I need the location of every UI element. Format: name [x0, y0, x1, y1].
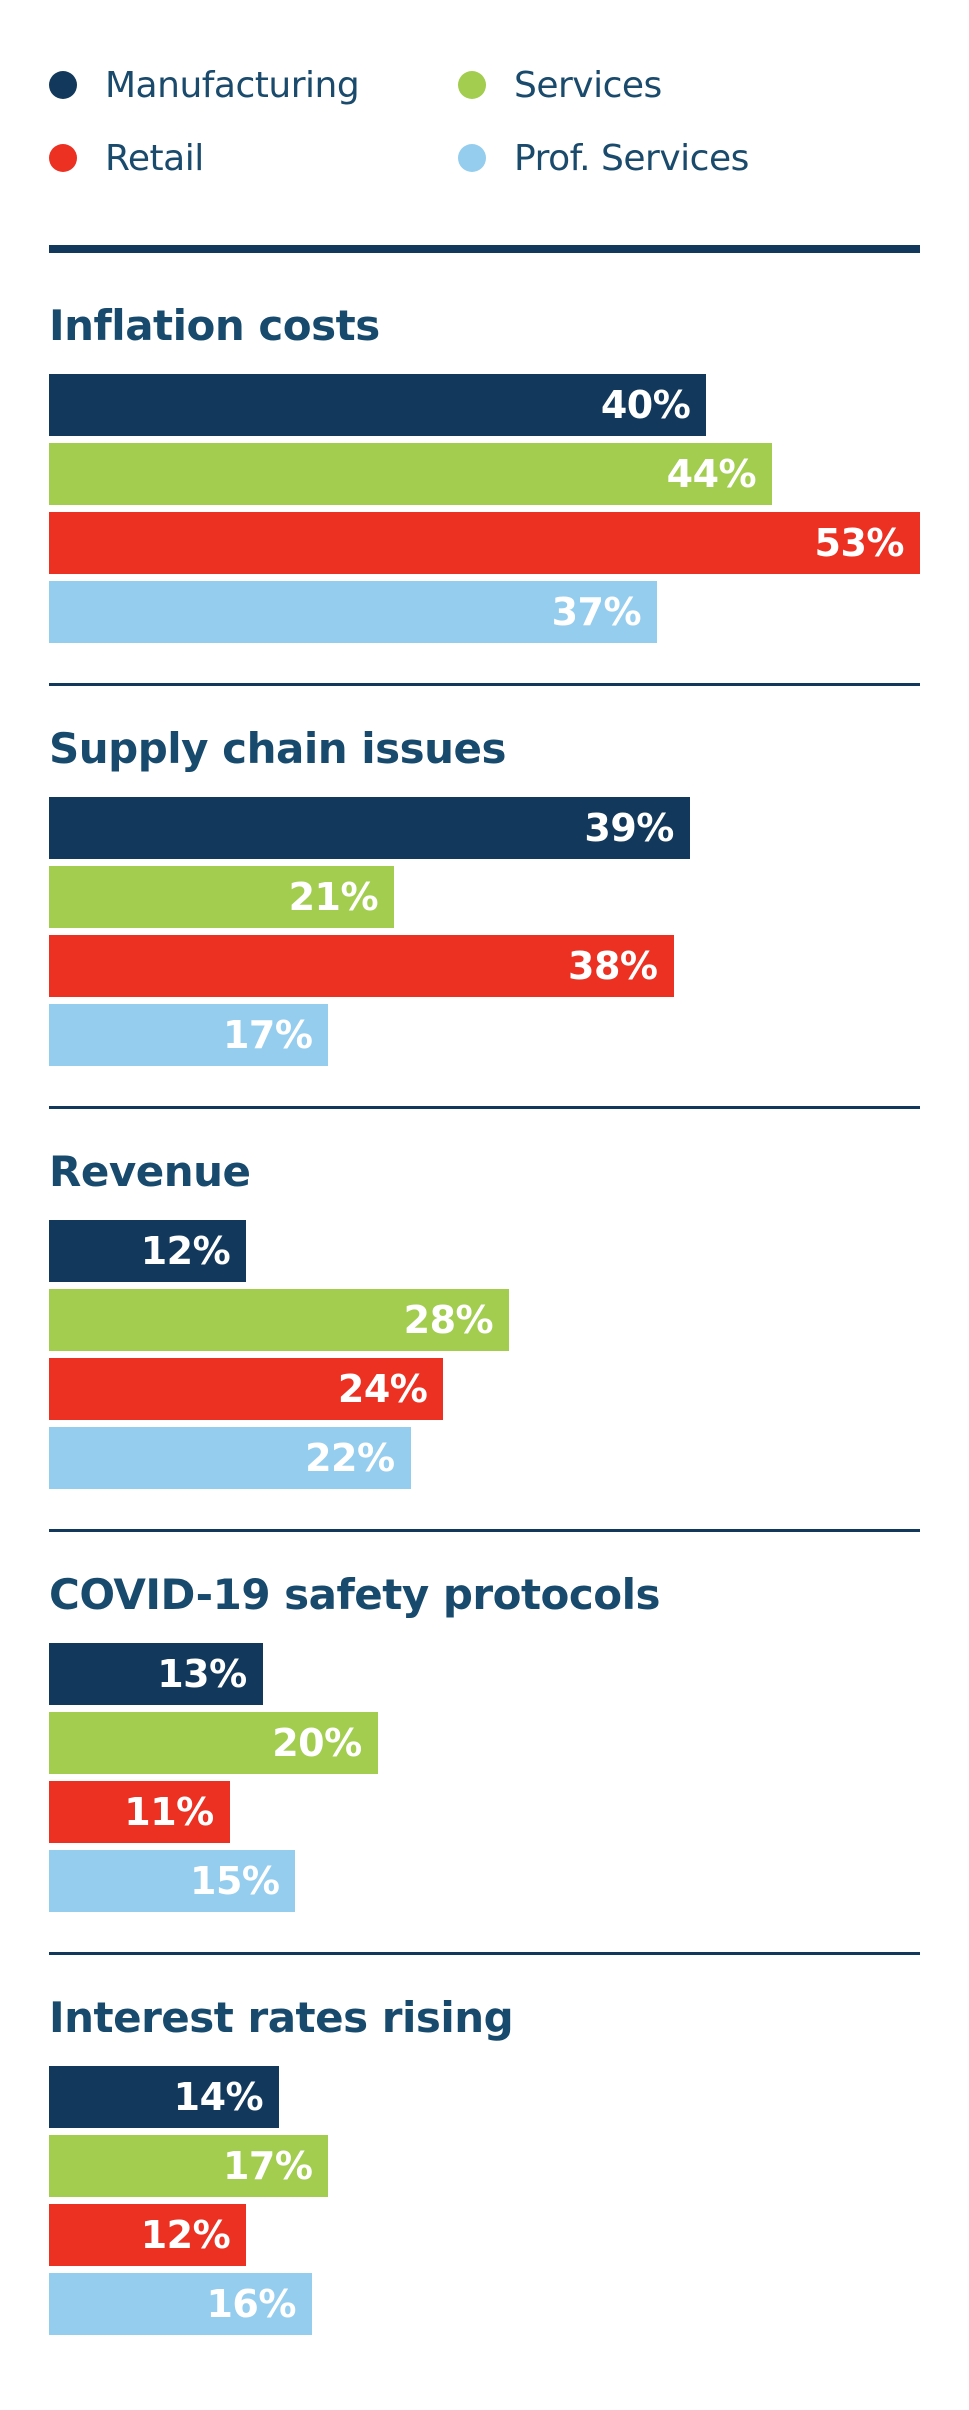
bar-prof-services: 15% — [49, 1850, 296, 1912]
bar-value-label: 39% — [584, 806, 674, 850]
section-title: Inflation costs — [49, 301, 380, 350]
bar-row: 17% — [49, 2135, 920, 2197]
bar-retail: 53% — [49, 512, 920, 574]
legend-divider — [49, 245, 920, 253]
section-divider — [49, 1106, 920, 1109]
legend: Manufacturing Services Retail Prof. Serv… — [49, 62, 920, 181]
chart-section: Revenue 12% 28% 24% 22% — [49, 1106, 920, 1489]
bar-row: 21% — [49, 866, 920, 928]
bar-value-label: 44% — [666, 452, 757, 496]
bar-row: 44% — [49, 443, 920, 505]
bar-prof-services: 16% — [49, 2273, 312, 2335]
chart-section: Interest rates rising 14% 17% 12% 16% — [49, 1952, 920, 2335]
bar-services: 44% — [49, 443, 773, 505]
section-title: Revenue — [49, 1147, 251, 1196]
legend-dot-services-icon — [458, 71, 486, 99]
bar-value-label: 37% — [551, 590, 642, 634]
bar-row: 28% — [49, 1289, 920, 1351]
bar-row: 15% — [49, 1850, 920, 1912]
legend-item-services: Services — [458, 62, 920, 108]
bar-value-label: 13% — [157, 1652, 247, 1696]
bar-value-label: 11% — [124, 1790, 214, 1834]
bar-retail: 24% — [49, 1358, 444, 1420]
bar-row: 37% — [49, 581, 920, 643]
bar-row: 16% — [49, 2273, 920, 2335]
bar-row: 12% — [49, 2204, 920, 2266]
bar-services: 17% — [49, 2135, 329, 2197]
bar-value-label: 21% — [288, 875, 379, 919]
bar-manufacturing: 13% — [49, 1643, 263, 1705]
bar-row: 24% — [49, 1358, 920, 1420]
bar-group: 39% 21% 38% 17% — [49, 797, 920, 1066]
legend-label: Services — [514, 64, 662, 106]
bar-services: 21% — [49, 866, 395, 928]
section-title: Supply chain issues — [49, 724, 507, 773]
bar-retail: 11% — [49, 1781, 230, 1843]
legend-label: Manufacturing — [105, 64, 360, 106]
bar-manufacturing: 12% — [49, 1220, 247, 1282]
bar-row: 20% — [49, 1712, 920, 1774]
bar-manufacturing: 14% — [49, 2066, 280, 2128]
bar-row: 39% — [49, 797, 920, 859]
bar-group: 40% 44% 53% 37% — [49, 374, 920, 643]
bar-row: 13% — [49, 1643, 920, 1705]
chart-section: COVID-19 safety protocols 13% 20% 11% 15… — [49, 1529, 920, 1912]
bar-retail: 38% — [49, 935, 674, 997]
bar-services: 20% — [49, 1712, 378, 1774]
bar-row: 12% — [49, 1220, 920, 1282]
bar-group: 13% 20% 11% 15% — [49, 1643, 920, 1912]
bar-row: 40% — [49, 374, 920, 436]
section-divider — [49, 683, 920, 686]
bar-value-label: 16% — [206, 2282, 296, 2326]
bar-prof-services: 37% — [49, 581, 658, 643]
legend-item-prof-services: Prof. Services — [458, 135, 920, 181]
legend-item-manufacturing: Manufacturing — [49, 62, 458, 108]
legend-label: Retail — [105, 137, 204, 179]
chart-section: Supply chain issues 39% 21% 38% 17% — [49, 683, 920, 1066]
bar-value-label: 12% — [140, 1229, 231, 1273]
legend-item-retail: Retail — [49, 135, 458, 181]
section-title: COVID-19 safety protocols — [49, 1570, 661, 1619]
bar-row: 14% — [49, 2066, 920, 2128]
bar-row: 38% — [49, 935, 920, 997]
section-divider — [49, 1952, 920, 1955]
bar-manufacturing: 40% — [49, 374, 707, 436]
bar-value-label: 20% — [272, 1721, 362, 1765]
bar-value-label: 24% — [337, 1367, 428, 1411]
legend-dot-manufacturing-icon — [49, 71, 77, 99]
chart-sections: Inflation costs 40% 44% 53% 37% — [49, 303, 920, 2335]
bar-value-label: 14% — [173, 2075, 264, 2119]
section-title: Interest rates rising — [49, 1993, 514, 2042]
bar-value-label: 22% — [305, 1436, 395, 1480]
bar-group: 12% 28% 24% 22% — [49, 1220, 920, 1489]
bar-value-label: 38% — [568, 944, 658, 988]
bar-prof-services: 17% — [49, 1004, 329, 1066]
bar-value-label: 15% — [190, 1859, 280, 1903]
chart-section: Inflation costs 40% 44% 53% 37% — [49, 303, 920, 643]
bar-value-label: 12% — [140, 2213, 231, 2257]
section-divider — [49, 1529, 920, 1532]
bar-value-label: 17% — [222, 1013, 313, 1057]
bar-row: 22% — [49, 1427, 920, 1489]
bar-group: 14% 17% 12% 16% — [49, 2066, 920, 2335]
bar-row: 11% — [49, 1781, 920, 1843]
bar-row: 53% — [49, 512, 920, 574]
bar-manufacturing: 39% — [49, 797, 690, 859]
bar-value-label: 53% — [814, 521, 905, 565]
bar-retail: 12% — [49, 2204, 247, 2266]
legend-label: Prof. Services — [514, 137, 749, 179]
bar-prof-services: 22% — [49, 1427, 411, 1489]
bar-services: 28% — [49, 1289, 510, 1351]
legend-dot-retail-icon — [49, 144, 77, 172]
bar-value-label: 17% — [222, 2144, 313, 2188]
legend-dot-prof-services-icon — [458, 144, 486, 172]
bar-value-label: 40% — [600, 383, 691, 427]
bar-row: 17% — [49, 1004, 920, 1066]
bar-value-label: 28% — [403, 1298, 494, 1342]
